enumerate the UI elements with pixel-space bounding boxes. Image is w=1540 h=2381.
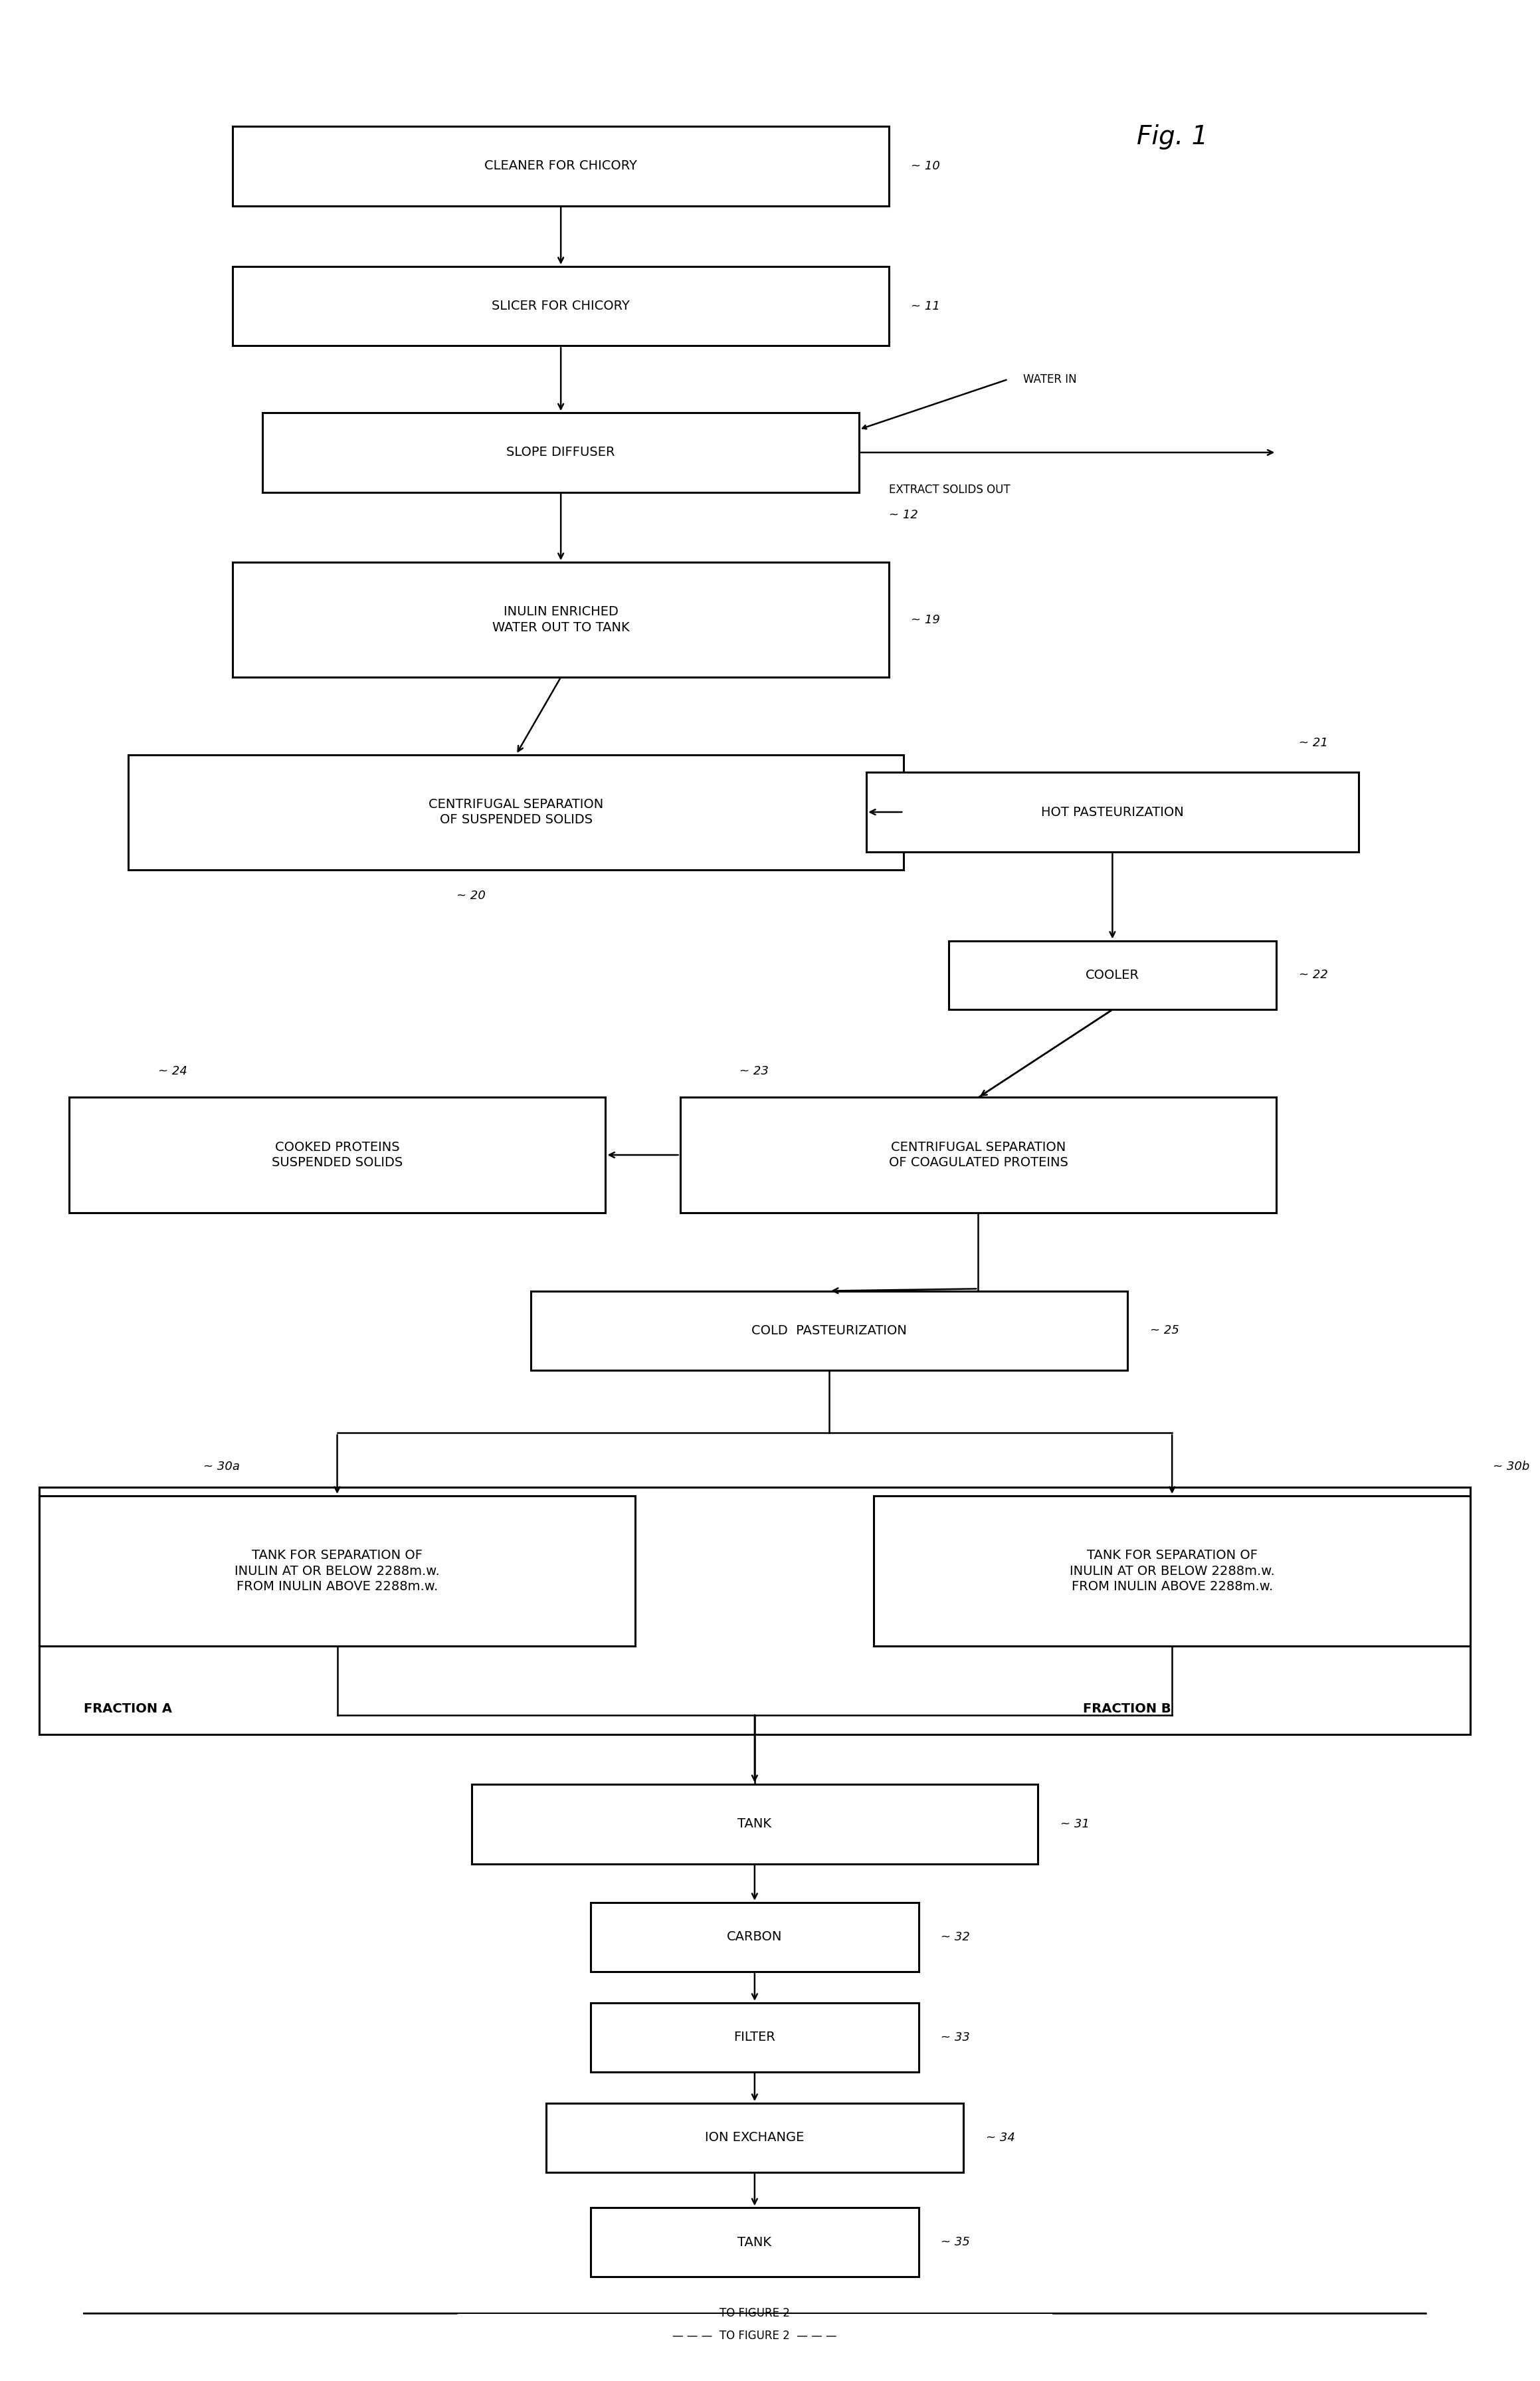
Text: ~ 35: ~ 35: [941, 2236, 970, 2248]
Text: Fig. 1: Fig. 1: [1137, 124, 1207, 150]
Text: ~ 23: ~ 23: [739, 1064, 768, 1076]
Text: FRACTION B: FRACTION B: [1083, 1702, 1170, 1714]
Text: ~ 19: ~ 19: [912, 614, 941, 626]
Text: INULIN ENRICHED
WATER OUT TO TANK: INULIN ENRICHED WATER OUT TO TANK: [493, 605, 630, 633]
Bar: [873, 1495, 1471, 1645]
Text: ~ 31: ~ 31: [1060, 1819, 1089, 1831]
Text: ION EXCHANGE: ION EXCHANGE: [705, 2131, 804, 2143]
Text: HOT PASTEURIZATION: HOT PASTEURIZATION: [1041, 805, 1184, 819]
Text: CENTRIFUGAL SEPARATION
OF SUSPENDED SOLIDS: CENTRIFUGAL SEPARATION OF SUSPENDED SOLI…: [428, 798, 604, 826]
Text: ~ 30a: ~ 30a: [203, 1460, 240, 1471]
Text: ~ 12: ~ 12: [889, 510, 918, 521]
Bar: [867, 771, 1358, 852]
Text: FRACTION A: FRACTION A: [83, 1702, 172, 1714]
Bar: [233, 267, 889, 345]
Text: TANK FOR SEPARATION OF
INULIN AT OR BELOW 2288m.w.
FROM INULIN ABOVE 2288m.w.: TANK FOR SEPARATION OF INULIN AT OR BELO…: [234, 1550, 440, 1593]
Text: ~ 30b: ~ 30b: [1492, 1460, 1529, 1471]
Text: ~ 11: ~ 11: [912, 300, 941, 312]
Text: ~ 25: ~ 25: [1150, 1324, 1178, 1336]
Text: COLD  PASTEURIZATION: COLD PASTEURIZATION: [752, 1324, 907, 1336]
Text: WATER IN: WATER IN: [1023, 374, 1076, 386]
Bar: [591, 2207, 919, 2276]
Text: ~ 24: ~ 24: [159, 1064, 188, 1076]
Bar: [38, 1488, 1471, 1733]
Text: SLOPE DIFFUSER: SLOPE DIFFUSER: [507, 445, 614, 460]
Bar: [681, 1098, 1277, 1212]
Bar: [471, 1783, 1038, 1864]
Text: ~ 21: ~ 21: [1298, 738, 1327, 750]
Text: CARBON: CARBON: [727, 1931, 782, 1943]
Text: — — —  TO FIGURE 2  — — —: — — — TO FIGURE 2 — — —: [673, 2331, 836, 2343]
Text: ~ 34: ~ 34: [986, 2131, 1015, 2143]
Text: COOKED PROTEINS
SUSPENDED SOLIDS: COOKED PROTEINS SUSPENDED SOLIDS: [271, 1140, 403, 1169]
Text: SLICER FOR CHICORY: SLICER FOR CHICORY: [491, 300, 630, 312]
Text: ~ 32: ~ 32: [941, 1931, 970, 1943]
Bar: [128, 755, 904, 869]
Text: COOLER: COOLER: [1086, 969, 1140, 981]
Text: ~ 10: ~ 10: [912, 160, 941, 171]
Text: TO FIGURE 2: TO FIGURE 2: [719, 2307, 790, 2319]
Text: FILTER: FILTER: [733, 2031, 776, 2043]
Bar: [545, 2102, 964, 2171]
Text: EXTRACT SOLIDS OUT: EXTRACT SOLIDS OUT: [889, 483, 1010, 495]
Text: CLEANER FOR CHICORY: CLEANER FOR CHICORY: [485, 160, 638, 171]
Text: ~ 22: ~ 22: [1298, 969, 1327, 981]
Bar: [263, 412, 859, 493]
Bar: [233, 126, 889, 205]
Text: TANK: TANK: [738, 1817, 772, 1831]
Bar: [591, 1902, 919, 1971]
Text: TANK: TANK: [738, 2236, 772, 2248]
Text: ~ 20: ~ 20: [456, 890, 485, 902]
Bar: [69, 1098, 605, 1212]
Bar: [38, 1495, 636, 1645]
Bar: [233, 562, 889, 676]
Text: ~ 33: ~ 33: [941, 2031, 970, 2043]
Bar: [949, 940, 1277, 1010]
Text: CENTRIFUGAL SEPARATION
OF COAGULATED PROTEINS: CENTRIFUGAL SEPARATION OF COAGULATED PRO…: [889, 1140, 1067, 1169]
Text: TANK FOR SEPARATION OF
INULIN AT OR BELOW 2288m.w.
FROM INULIN ABOVE 2288m.w.: TANK FOR SEPARATION OF INULIN AT OR BELO…: [1069, 1550, 1275, 1593]
Bar: [531, 1291, 1127, 1371]
Bar: [591, 2002, 919, 2071]
